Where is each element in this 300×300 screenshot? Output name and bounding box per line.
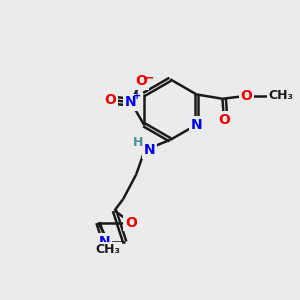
Text: CH₃: CH₃ xyxy=(96,243,121,256)
Text: N: N xyxy=(125,95,137,109)
Text: N: N xyxy=(98,235,110,249)
Text: CH₃: CH₃ xyxy=(268,89,293,102)
Text: −: − xyxy=(144,71,154,85)
Text: N: N xyxy=(143,143,155,157)
Text: H: H xyxy=(133,136,144,149)
Text: O: O xyxy=(104,93,116,107)
Text: O: O xyxy=(240,89,252,103)
Text: +: + xyxy=(133,91,141,101)
Text: O: O xyxy=(125,216,137,230)
Text: O: O xyxy=(218,112,230,127)
Text: O: O xyxy=(135,74,147,88)
Text: N: N xyxy=(191,118,202,132)
